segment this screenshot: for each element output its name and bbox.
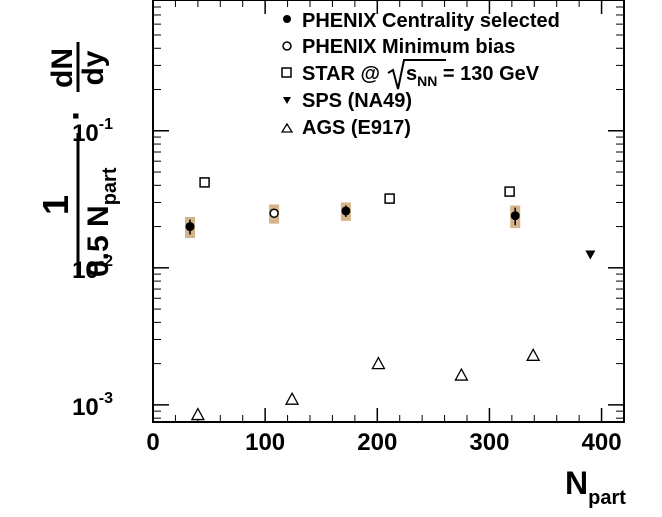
legend: PHENIX Centrality selected PHENIX Minimu…: [280, 10, 560, 139]
legend-marker-star: [281, 67, 292, 78]
x-axis-ticks: 0 100 200 300 400: [146, 0, 625, 456]
legend-star-sqrt-content: sNN = 130 GeV: [406, 63, 540, 89]
y-label-fraction-numerator: 1: [35, 195, 76, 215]
legend-marker-ags: [280, 122, 294, 133]
legend-star-sqrt-sign: [387, 59, 446, 90]
data-markers: [185, 177, 596, 421]
error-bars: [189, 205, 516, 235]
systematic-bands: [185, 202, 521, 239]
x-label-main: N: [565, 465, 588, 501]
legend-label-phenix-centrality: PHENIX Centrality selected: [302, 10, 560, 32]
legend-label-ags: AGS (E917): [302, 117, 411, 139]
x-tick-label: 200: [357, 429, 397, 456]
y-axis-label: 1 0.5 Npart · dN dy: [35, 42, 121, 277]
data-point: [526, 347, 541, 361]
legend-label-star: STAR @: [302, 63, 380, 85]
x-tick-label: 100: [245, 429, 285, 456]
legend-label-sps: SPS (NA49): [302, 90, 412, 112]
plot-frame: [152, 0, 625, 423]
y-label-derivative-numerator: dN: [46, 48, 79, 88]
legend-star-post: = 130 GeV: [437, 63, 539, 85]
data-point: [384, 193, 395, 204]
x-tick-label: 0: [146, 429, 159, 456]
y-label-fraction-denominator: 0.5 Npart: [82, 167, 121, 277]
legend-label-phenix-minbias: PHENIX Minimum bias: [302, 36, 515, 58]
y-label-denominator-sub: part: [99, 167, 121, 205]
data-point: [185, 222, 195, 232]
data-point: [284, 391, 300, 405]
data-point: [190, 407, 205, 421]
data-point: [454, 367, 469, 381]
data-point: [504, 186, 515, 197]
data-point: [199, 177, 210, 188]
y-tick-label: 10-2: [72, 253, 113, 284]
legend-marker-phenix-minbias: [282, 41, 292, 51]
x-tick-label: 300: [469, 429, 509, 456]
data-point: [341, 206, 351, 216]
data-point: [510, 211, 520, 221]
y-label-derivative-denominator: dy: [77, 50, 110, 85]
legend-marker-phenix-centrality: [283, 15, 291, 23]
data-point: [371, 356, 386, 370]
data-point: [269, 208, 279, 219]
legend-star-sqrt-s: s: [406, 63, 417, 85]
x-label-sub: part: [588, 487, 626, 509]
data-point: [585, 250, 596, 260]
y-label-dot: ·: [55, 109, 96, 121]
legend-star-pre: STAR @: [302, 63, 380, 85]
y-tick-label: 10-3: [72, 390, 113, 421]
x-tick-label: 400: [582, 429, 622, 456]
x-axis-label: Npart: [565, 465, 626, 509]
legend-star-sqrt-sub: NN: [417, 73, 437, 89]
legend-marker-sps: [283, 97, 291, 104]
y-label-denominator-main: 0.5 N: [82, 205, 115, 277]
